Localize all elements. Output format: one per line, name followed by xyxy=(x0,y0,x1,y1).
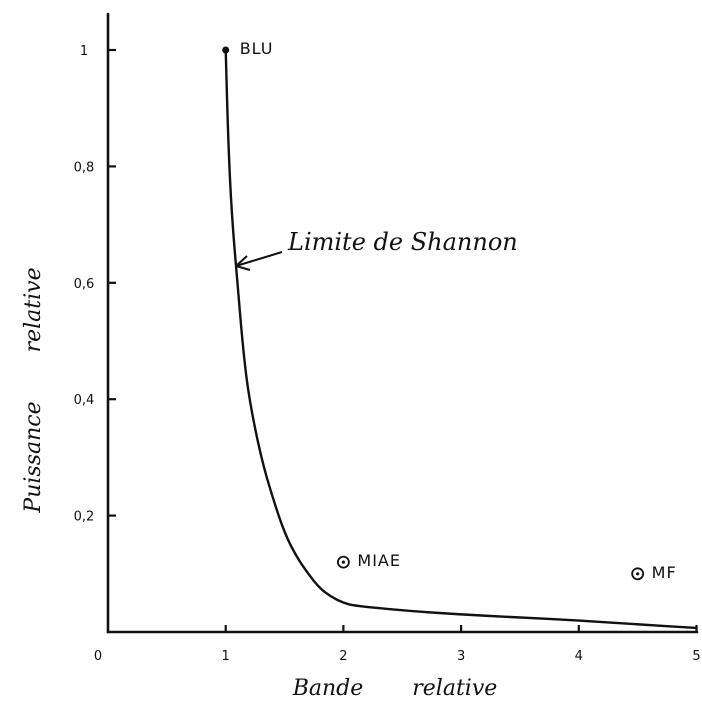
point-label: MF xyxy=(652,563,677,582)
point-mf: MF xyxy=(631,563,677,582)
y-tick-label-1: 0,4 xyxy=(74,393,95,408)
y-tick-label-0: 0,2 xyxy=(74,510,95,525)
point-marker xyxy=(222,46,230,54)
y-tick-label-3: 0,8 xyxy=(74,160,95,175)
x-tick-label-4: 4 xyxy=(575,649,583,664)
point-marker-center xyxy=(341,560,345,564)
point-label: BLU xyxy=(240,39,274,58)
x-axis-title: Bande relative xyxy=(292,676,498,701)
annotation-arrow xyxy=(235,251,283,271)
x-tick-label-2: 2 xyxy=(339,649,347,664)
x-tick-label-1: 1 xyxy=(222,649,230,664)
x-tick-label-0: 0 xyxy=(94,649,102,664)
point-blu: BLU xyxy=(222,39,273,58)
x-tick-label-5: 5 xyxy=(692,649,700,664)
points-layer: BLU MIAE MF xyxy=(222,39,676,582)
point-label: MIAE xyxy=(357,551,401,570)
x-tick-label-3: 3 xyxy=(457,649,465,664)
ticks: 0 1 2 3 4 5 0,2 0,4 0,6 0,8 1 xyxy=(74,44,701,664)
y-tick-label-4: 1 xyxy=(80,44,88,59)
annotation-label: Limite de Shannon xyxy=(287,228,518,256)
series-line-0 xyxy=(224,48,698,630)
point-marker xyxy=(336,555,350,569)
y-tick-label-2: 0,6 xyxy=(74,277,95,292)
point-miae: MIAE xyxy=(336,551,401,570)
series-layer xyxy=(224,48,698,630)
y-axis-title: Puissance relative xyxy=(21,267,46,513)
point-marker xyxy=(631,567,645,581)
point-marker-center xyxy=(636,572,640,576)
